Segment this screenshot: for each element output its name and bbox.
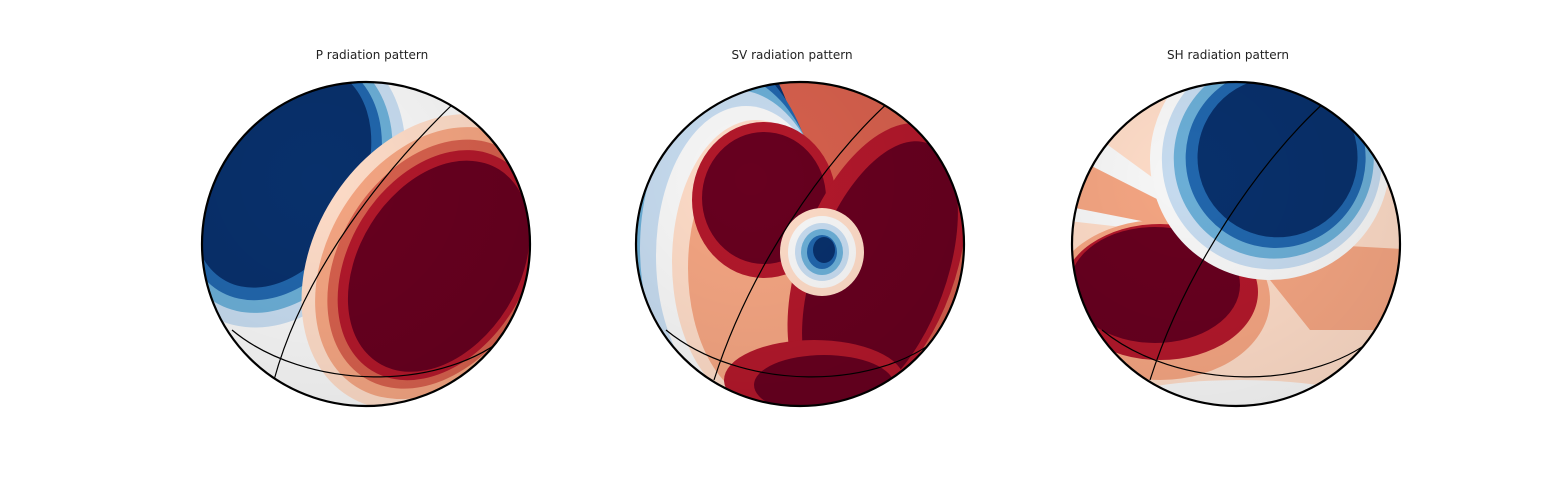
panel-title: P radiation pattern (315, 48, 429, 62)
sv-radiation-sphere (634, 80, 966, 408)
sphere-shading (636, 82, 964, 406)
panel-p: P radiation pattern (114, 0, 630, 500)
panel-title: SV radiation pattern (731, 48, 853, 62)
sphere-outline (1070, 80, 1402, 408)
panel-title: SH radiation pattern (1167, 48, 1289, 62)
sphere-shading (1072, 82, 1400, 406)
sphere-outline (200, 80, 532, 408)
sphere-shading (202, 82, 530, 406)
sh-radiation-sphere (1070, 80, 1402, 480)
bottom-band-pale (1105, 406, 1385, 470)
panel-sv: SV radiation pattern (534, 0, 1050, 500)
p-radiation-sphere (200, 80, 532, 408)
panel-sh: SH radiation pattern (970, 0, 1486, 500)
sphere-outline (634, 80, 966, 408)
bottom-band-light (1130, 424, 1370, 480)
